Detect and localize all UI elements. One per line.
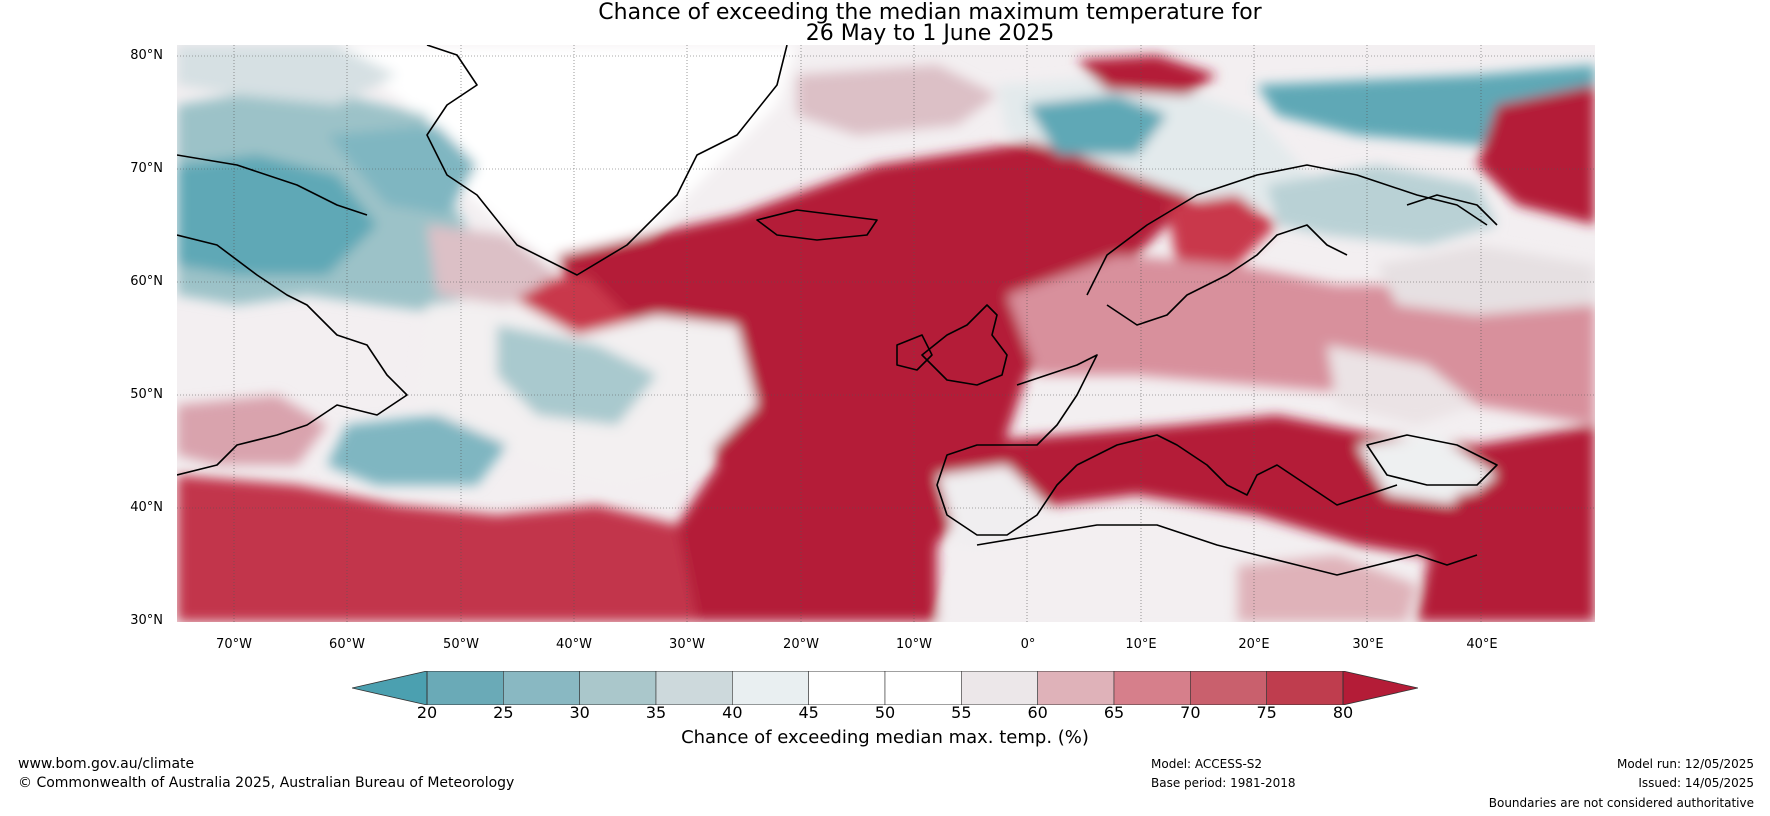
probability-fields bbox=[177, 45, 1595, 622]
colorbar-tick-label: 70 bbox=[1180, 703, 1201, 722]
issued-date: Issued: 14/05/2025 bbox=[1638, 776, 1754, 790]
lon-label-30e: 30°E bbox=[1352, 637, 1384, 652]
lon-label-20e: 20°E bbox=[1238, 637, 1270, 652]
colorbar-tick-label: 50 bbox=[874, 703, 896, 722]
colorbar-tick-label: 65 bbox=[1103, 703, 1125, 722]
colorbar-segment bbox=[1266, 671, 1344, 705]
colorbar-tick-label: 35 bbox=[645, 703, 667, 722]
colorbar-segment bbox=[655, 671, 733, 705]
lat-label-70n: 70°N bbox=[130, 161, 163, 176]
map-title-line-2: 26 May to 1 June 2025 bbox=[805, 21, 1055, 46]
colorbar-tick-label: 20 bbox=[416, 703, 438, 722]
lat-label-50n: 50°N bbox=[130, 387, 163, 402]
colorbar-segment bbox=[426, 671, 504, 705]
lon-label-0: 0° bbox=[1020, 637, 1036, 652]
colorbar-segment bbox=[579, 671, 657, 705]
boundaries-disclaimer: Boundaries are not considered authoritat… bbox=[1488, 796, 1754, 810]
colorbar-segment bbox=[732, 671, 809, 705]
colorbar-segment bbox=[1190, 671, 1267, 705]
colorbar-segment bbox=[1113, 671, 1191, 705]
lon-label-60w: 60°W bbox=[329, 637, 365, 652]
model-name: Model: ACCESS-S2 bbox=[1151, 757, 1263, 771]
colorbar-tick-label: 40 bbox=[722, 703, 743, 722]
colorbar-tick-label: 75 bbox=[1256, 703, 1277, 722]
lon-label-40w: 40°W bbox=[556, 637, 592, 652]
lon-label-20w: 20°W bbox=[783, 637, 819, 652]
probability-map bbox=[177, 45, 1595, 622]
lat-label-80n: 80°N bbox=[130, 48, 163, 63]
lon-label-40e: 40°E bbox=[1466, 637, 1498, 652]
colorbar-segment bbox=[503, 671, 580, 705]
colorbar-tick-label: 60 bbox=[1027, 703, 1048, 722]
map-svg bbox=[177, 45, 1595, 622]
colorbar-label: Chance of exceeding median max. temp. (%… bbox=[681, 727, 1089, 748]
map-title-line-1: Chance of exceeding the median maximum t… bbox=[598, 0, 1262, 25]
colorbar-tick-label: 25 bbox=[493, 703, 514, 722]
colorbar-segment bbox=[961, 671, 1038, 705]
colorbar-low-arrow bbox=[352, 671, 428, 705]
base-period: Base period: 1981-2018 bbox=[1151, 776, 1296, 790]
colorbar-tick-label: 45 bbox=[798, 703, 819, 722]
colorbar bbox=[352, 671, 1418, 705]
colorbar-outline bbox=[426, 671, 1344, 705]
model-run-date: Model run: 12/05/2025 bbox=[1616, 757, 1754, 771]
lon-label-10e: 10°E bbox=[1125, 637, 1157, 652]
colorbar-segment bbox=[808, 671, 886, 705]
lat-label-60n: 60°N bbox=[130, 274, 163, 289]
colorbar-segment bbox=[884, 671, 962, 705]
website-link[interactable]: www.bom.gov.au/climate bbox=[18, 756, 195, 772]
lon-label-50w: 50°W bbox=[443, 637, 479, 652]
map-gridlines bbox=[177, 45, 1595, 622]
colorbar-high-arrow bbox=[1342, 671, 1418, 705]
lat-label-30n: 30°N bbox=[130, 613, 163, 628]
lon-label-10w: 10°W bbox=[896, 637, 932, 652]
colorbar-tick-label: 80 bbox=[1332, 703, 1354, 722]
coastlines bbox=[177, 45, 1498, 576]
lat-label-40n: 40°N bbox=[130, 500, 163, 515]
colorbar-segment bbox=[1037, 671, 1115, 705]
colorbar-tick-label: 55 bbox=[951, 703, 972, 722]
colorbar-segments bbox=[426, 671, 1344, 705]
lon-label-30w: 30°W bbox=[669, 637, 705, 652]
copyright-text: © Commonwealth of Australia 2025, Austra… bbox=[18, 775, 515, 791]
lon-label-70w: 70°W bbox=[216, 637, 252, 652]
colorbar-tick-label: 30 bbox=[569, 703, 590, 722]
